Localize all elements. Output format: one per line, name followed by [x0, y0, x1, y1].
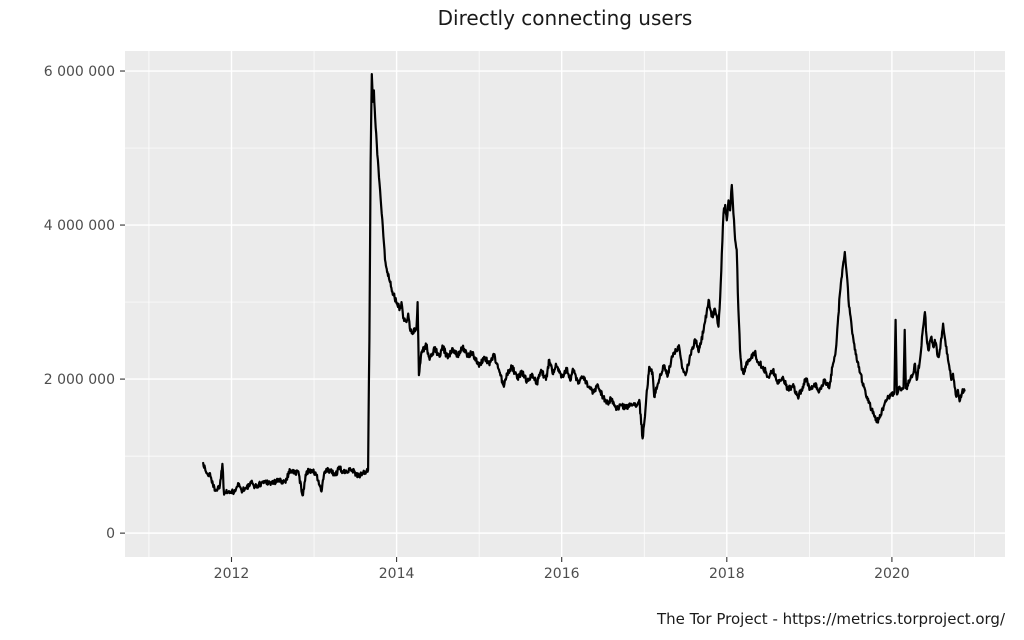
x-tick-label: 2020 — [874, 566, 910, 582]
y-tick-label: 0 — [106, 526, 115, 542]
x-tick-label: 2012 — [214, 566, 250, 582]
chart-title: Directly connecting users — [437, 6, 693, 30]
axis-tick-marks — [120, 70, 893, 562]
plot-panel — [125, 51, 1005, 557]
users-line-series — [202, 73, 966, 497]
x-tick-label: 2014 — [379, 566, 415, 582]
x-tick-label: 2016 — [544, 566, 580, 582]
footer-attribution: The Tor Project - https://metrics.torpro… — [656, 610, 1005, 628]
y-tick-label: 6 000 000 — [44, 64, 115, 80]
y-tick-label: 2 000 000 — [44, 372, 115, 388]
major-gridlines — [125, 51, 1005, 557]
line-chart: 0 2 000 000 4 000 000 6 000 000 2012 2014 2016… — [44, 51, 1005, 582]
axis-tick-labels: 0 2 000 000 4 000 000 6 000 000 2012 2014 2016… — [44, 64, 910, 582]
y-tick-label: 4 000 000 — [44, 218, 115, 234]
x-tick-label: 2018 — [709, 566, 745, 582]
minor-gridlines — [125, 51, 1005, 557]
